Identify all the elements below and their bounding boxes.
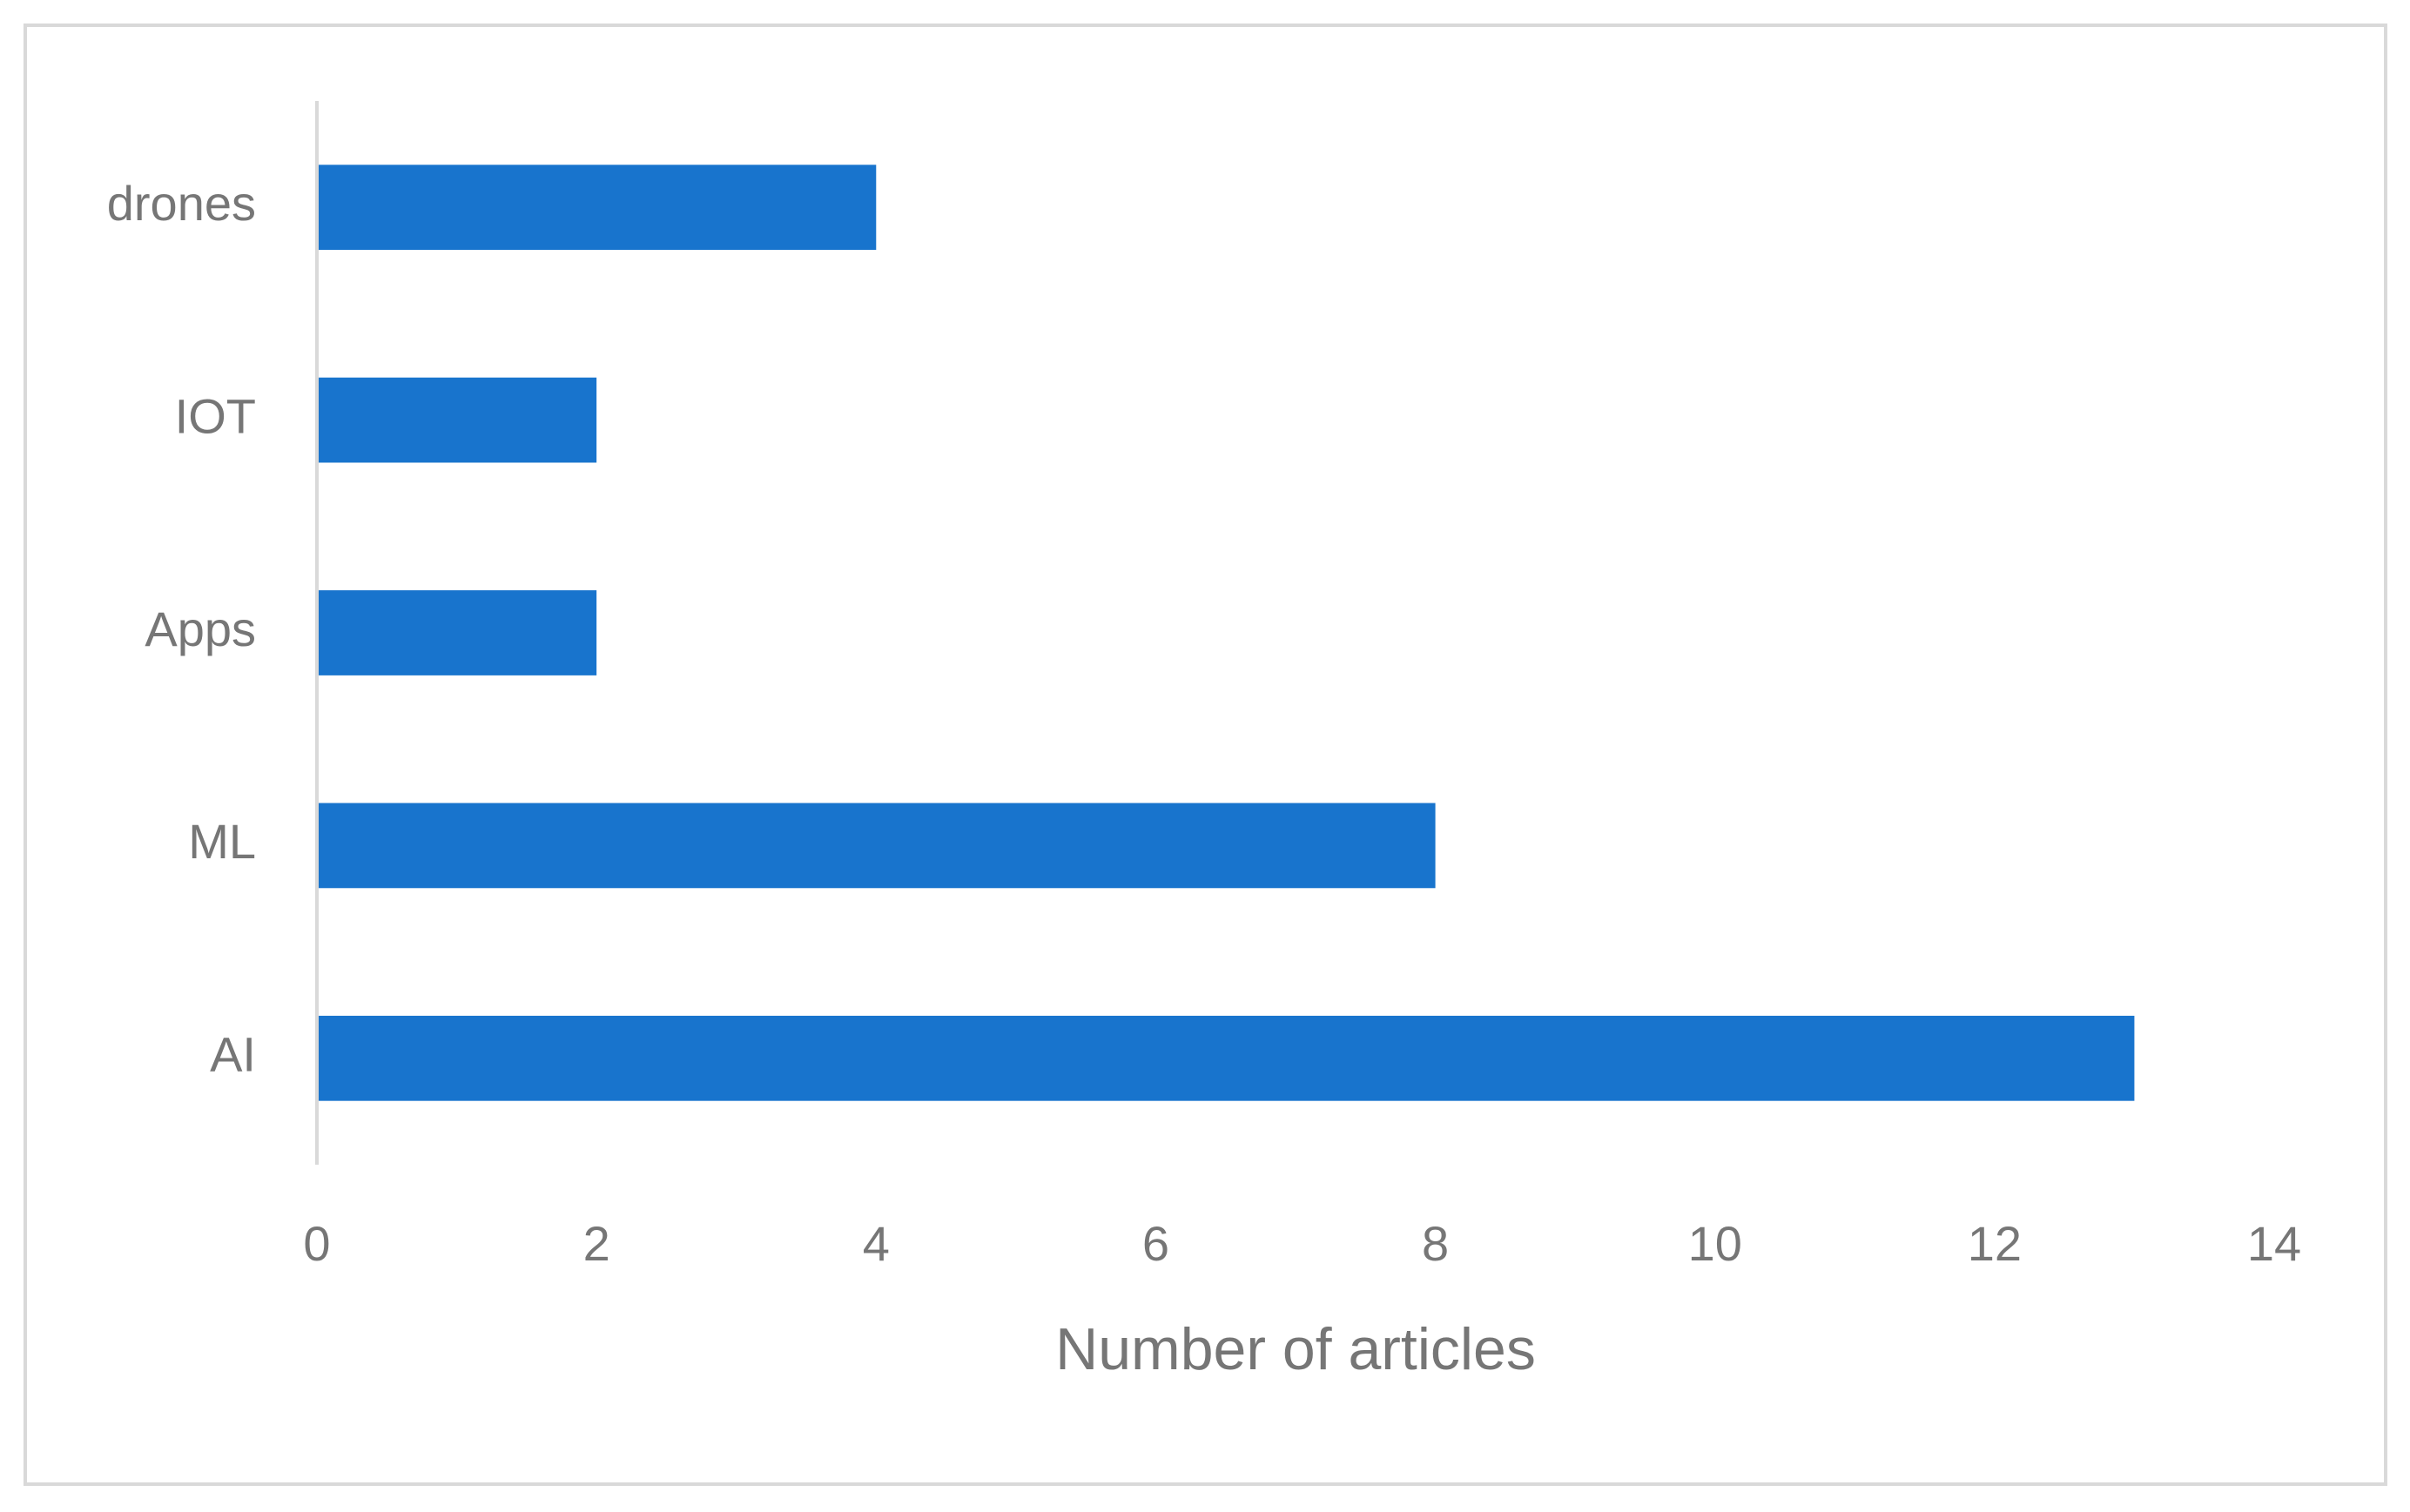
x-tick-label: 4 — [863, 1216, 890, 1271]
x-axis-title: Number of articles — [1055, 1316, 1536, 1382]
y-tick-label: IOT — [175, 388, 256, 443]
y-tick-label: drones — [107, 176, 256, 231]
bar — [317, 803, 1436, 889]
x-tick-label: 6 — [1142, 1216, 1169, 1271]
y-tick-label: ML — [188, 814, 256, 869]
x-tick-label: 10 — [1688, 1216, 1742, 1271]
bar — [317, 377, 597, 463]
bar — [317, 590, 597, 675]
y-tick-label: AI — [210, 1027, 256, 1082]
y-tick-label: Apps — [145, 601, 256, 656]
bar — [317, 1015, 2135, 1101]
x-tick-label: 0 — [303, 1216, 330, 1271]
bar — [317, 165, 877, 251]
x-tick-label: 14 — [2247, 1216, 2301, 1271]
x-tick-label: 8 — [1422, 1216, 1449, 1271]
chart-border — [24, 24, 2387, 1486]
x-tick-label: 12 — [1968, 1216, 2022, 1271]
x-tick-label: 2 — [583, 1216, 610, 1271]
